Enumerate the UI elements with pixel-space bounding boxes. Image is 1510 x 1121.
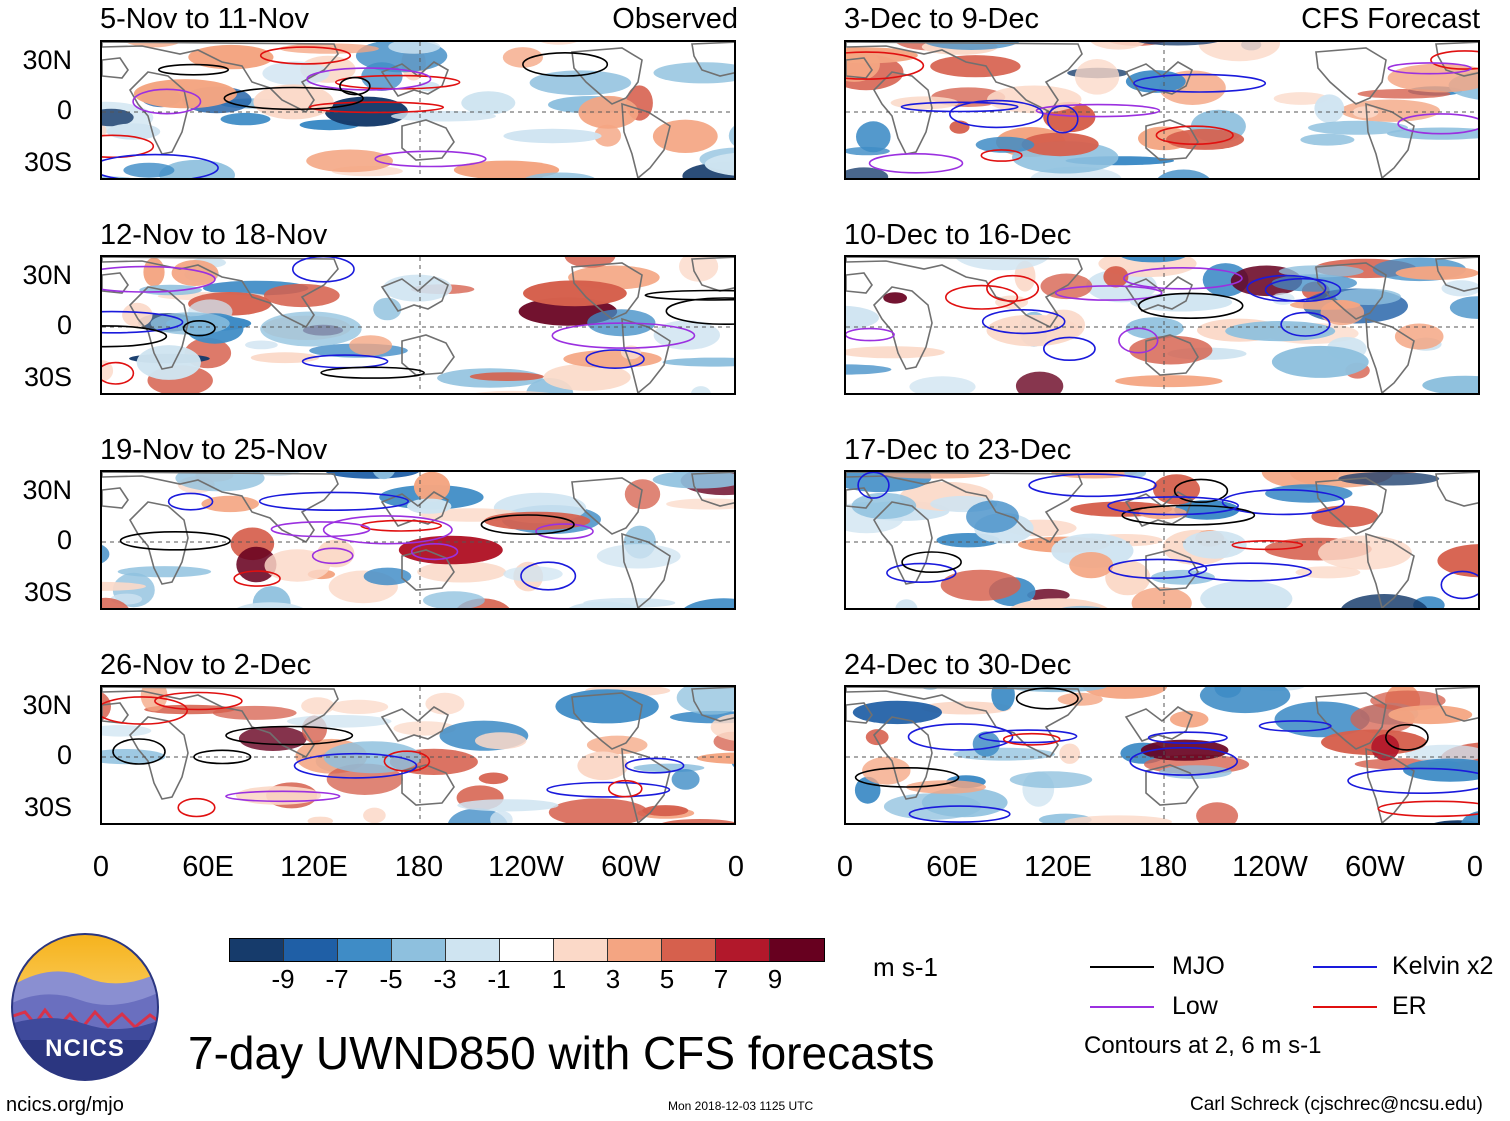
- colorbar-swatch: [392, 939, 446, 961]
- lat-label-0: 0: [56, 740, 72, 770]
- panel-title-3: 19-Nov to 25-Nov: [100, 434, 328, 466]
- logo-text: NCICS: [45, 1035, 125, 1062]
- lat-label-30n: 30N: [22, 45, 72, 75]
- legend-label-er: ER: [1392, 992, 1427, 1020]
- colorbar-tick: -1: [487, 964, 511, 994]
- colorbar-tick: 7: [713, 964, 729, 994]
- colorbar-tick: -5: [379, 964, 403, 994]
- legend-line-mjo: [1090, 966, 1154, 968]
- main-title: 7-day UWND850 with CFS forecasts: [188, 1027, 935, 1079]
- colorbar-tick: -7: [325, 964, 349, 994]
- colorbar-tick: 3: [605, 964, 621, 994]
- lat-label-0: 0: [56, 95, 72, 125]
- colorbar-tick: -3: [433, 964, 457, 994]
- footer-author: Carl Schreck (cjschrec@ncsu.edu): [1190, 1094, 1483, 1115]
- footer-url[interactable]: ncics.org/mjo: [6, 1094, 124, 1116]
- lon-label: 120W: [488, 851, 564, 883]
- map-panel: [100, 40, 736, 180]
- contour-note: Contours at 2, 6 m s-1: [1084, 1032, 1322, 1059]
- lat-label-30n: 30N: [22, 690, 72, 720]
- colorbar-swatch: [662, 939, 716, 961]
- map-panel: [844, 685, 1480, 825]
- lon-label: 120E: [1024, 851, 1092, 883]
- lat-label-30s: 30S: [23, 792, 72, 822]
- map-panel: [100, 255, 736, 395]
- lon-label: 0: [92, 851, 110, 883]
- panel-title-2: 12-Nov to 18-Nov: [100, 219, 328, 251]
- colorbar-swatch: [716, 939, 770, 961]
- lat-label-30n: 30N: [22, 260, 72, 290]
- footer-timestamp: Mon 2018-12-03 1125 UTC: [668, 1099, 814, 1113]
- lon-label: 60W: [601, 851, 661, 883]
- colorbar-swatch: [608, 939, 662, 961]
- lat-label-30n: 30N: [22, 475, 72, 505]
- colorbar-swatch: [338, 939, 392, 961]
- colorbar-tick: 9: [767, 964, 783, 994]
- colorbar-tick: -9: [271, 964, 295, 994]
- lat-label-30s: 30S: [23, 147, 72, 177]
- colorbar-tick: 1: [551, 964, 567, 994]
- lon-label: 180: [394, 851, 444, 883]
- panel-tag-forecast: CFS Forecast: [1301, 3, 1480, 35]
- lat-label-0: 0: [56, 310, 72, 340]
- panel-title-6: 10-Dec to 16-Dec: [844, 219, 1072, 251]
- colorbar-swatch: [230, 939, 284, 961]
- lon-label: 0: [836, 851, 854, 883]
- panel-title-1: 5-Nov to 11-Nov: [100, 3, 309, 35]
- map-panel: [844, 470, 1480, 610]
- panel-title-8: 24-Dec to 30-Dec: [844, 649, 1072, 681]
- legend-label-mjo: MJO: [1172, 952, 1225, 980]
- legend-label-kelvin: Kelvin x2: [1392, 952, 1494, 980]
- lon-label: 180: [1138, 851, 1188, 883]
- map-panel: [844, 40, 1480, 180]
- colorbar-swatch: [500, 939, 554, 961]
- lon-label: 0: [727, 851, 745, 883]
- lon-label: 60W: [1345, 851, 1405, 883]
- legend-line-low: [1090, 1006, 1154, 1008]
- map-panel: [100, 470, 736, 610]
- lon-label: 0: [1466, 851, 1484, 883]
- colorbar-tick: 5: [659, 964, 675, 994]
- panel-title-5: 3-Dec to 9-Dec: [844, 3, 1040, 35]
- map-panel: [844, 255, 1480, 395]
- lat-label-30s: 30S: [23, 577, 72, 607]
- ncics-logo: NCICS: [10, 932, 160, 1082]
- lat-label-0: 0: [56, 525, 72, 555]
- legend-label-low: Low: [1172, 992, 1218, 1020]
- lon-label: 120W: [1232, 851, 1308, 883]
- lon-label: 120E: [280, 851, 348, 883]
- colorbar-swatch: [284, 939, 338, 961]
- panel-title-7: 17-Dec to 23-Dec: [844, 434, 1072, 466]
- legend-line-kelvin: [1313, 966, 1377, 968]
- lat-label-30s: 30S: [23, 362, 72, 392]
- colorbar-swatch: [446, 939, 500, 961]
- colorbar-units: m s-1: [873, 952, 938, 982]
- map-panel: [100, 685, 736, 825]
- colorbar: [229, 938, 825, 962]
- panel-tag-observed: Observed: [612, 3, 738, 35]
- lon-label: 60E: [182, 851, 234, 883]
- legend-line-er: [1313, 1006, 1377, 1008]
- panel-title-4: 26-Nov to 2-Dec: [100, 649, 312, 681]
- lon-label: 60E: [926, 851, 978, 883]
- colorbar-swatch: [770, 939, 824, 961]
- colorbar-swatch: [554, 939, 608, 961]
